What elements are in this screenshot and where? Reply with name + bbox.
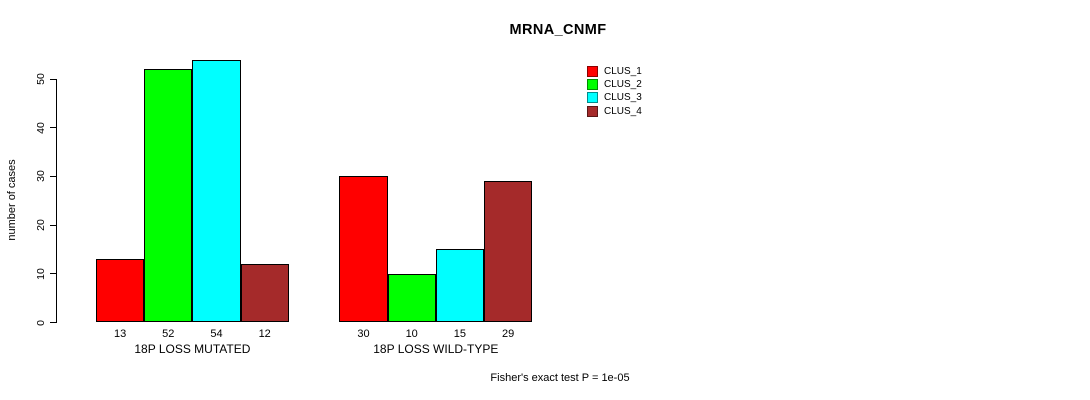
y-tick xyxy=(50,322,56,323)
annotation-fisher-test: Fisher's exact test P = 1e-05 xyxy=(490,372,630,384)
y-tick xyxy=(50,224,56,226)
y-axis-line xyxy=(56,78,57,323)
y-tick-label: 20 xyxy=(35,219,47,231)
y-tick-label: 50 xyxy=(35,73,47,85)
bar-value-label: 54 xyxy=(210,328,223,340)
legend-label-clus_4: CLUS_4 xyxy=(604,105,642,117)
bar-clus_1-group2 xyxy=(339,176,388,323)
legend-swatch-clus_1 xyxy=(587,65,598,77)
y-tick xyxy=(50,175,56,177)
y-tick xyxy=(50,273,56,275)
bar-value-label: 10 xyxy=(405,328,418,340)
y-tick-label: 40 xyxy=(35,121,47,134)
bar-value-label: 52 xyxy=(162,328,175,340)
bar-value-label: 30 xyxy=(357,328,370,340)
group-label-1: 18P LOSS MUTATED xyxy=(134,342,251,356)
bar-clus_3-group2 xyxy=(435,249,484,323)
bar-value-label: 29 xyxy=(501,328,515,340)
bar-value-label: 12 xyxy=(258,328,271,340)
y-tick-label: 30 xyxy=(35,170,47,183)
bar-value-label: 15 xyxy=(453,328,467,340)
bar-value-label: 13 xyxy=(113,328,127,340)
legend-label-clus_1: CLUS_1 xyxy=(604,65,642,77)
y-tick xyxy=(50,78,56,80)
bar-clus_2-group2 xyxy=(387,273,436,323)
bar-clus_2-group1 xyxy=(144,69,193,323)
chart-title: MRNA_CNMF xyxy=(509,22,607,38)
legend-swatch-clus_2 xyxy=(587,79,598,90)
y-tick-label: 0 xyxy=(35,319,47,326)
bar-clus_4-group1 xyxy=(240,264,289,323)
legend-label-clus_3: CLUS_3 xyxy=(604,92,642,104)
bar-clus_1-group1 xyxy=(96,259,145,323)
bar-clus_4-group2 xyxy=(484,181,533,323)
y-tick-label: 10 xyxy=(35,267,47,280)
legend-swatch-clus_4 xyxy=(587,105,598,117)
legend-label-clus_2: CLUS_2 xyxy=(604,79,642,90)
y-axis-title: number of cases xyxy=(6,159,18,241)
bar-clus_3-group1 xyxy=(192,59,241,323)
legend-swatch-clus_3 xyxy=(587,92,598,104)
y-tick xyxy=(50,127,56,129)
group-label-2: 18P LOSS WILD-TYPE xyxy=(373,342,499,356)
